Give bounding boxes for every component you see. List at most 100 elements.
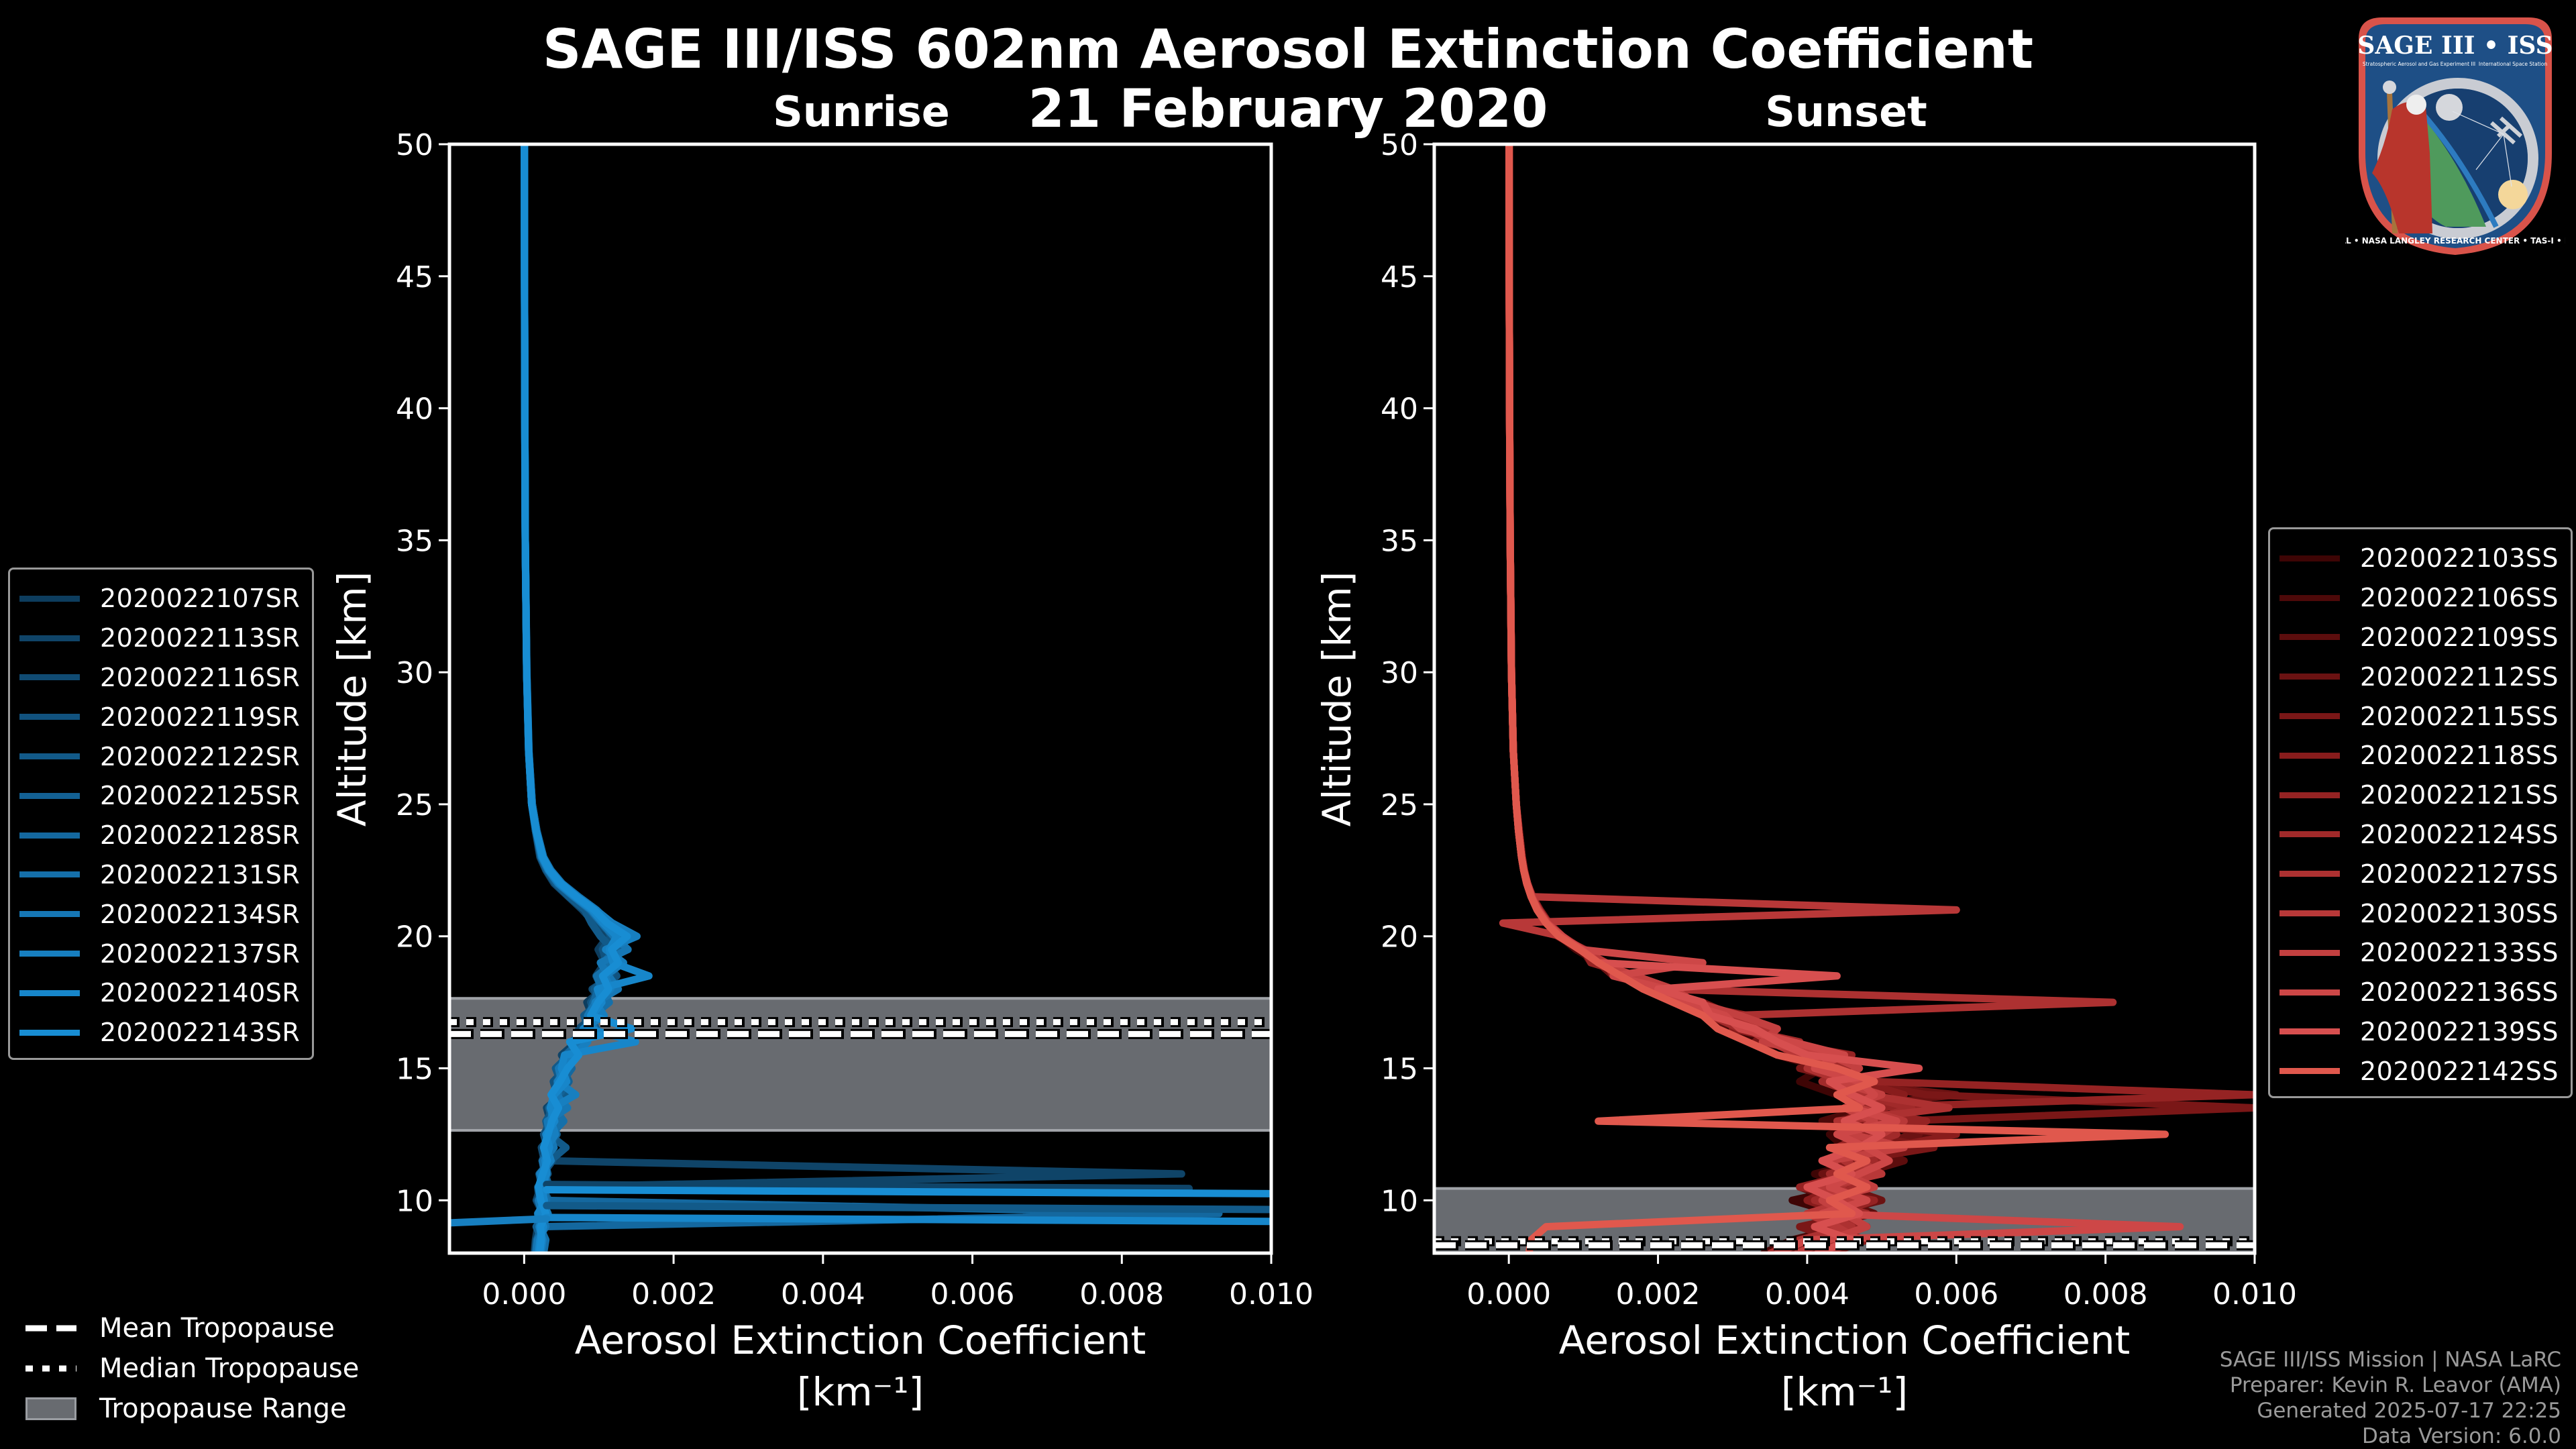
legend-line-swatch [2279, 792, 2340, 798]
legend-label: 2020022119SR [100, 702, 301, 732]
legend-item: 2020022131SR [19, 855, 300, 895]
legend-item: 2020022115SS [2279, 696, 2559, 736]
legend-line-swatch [19, 753, 80, 760]
y-axis-label: Altitude [km] [1314, 572, 1360, 826]
y-axis-label: Altitude [km] [329, 572, 375, 826]
legend-item: 2020022137SR [19, 934, 300, 973]
legend-label: 2020022124SS [2360, 819, 2559, 849]
legend-label: 2020022125SR [100, 781, 301, 811]
legend-label: Mean Tropopause [99, 1313, 335, 1344]
credits-block: SAGE III/ISS Mission | NASA LaRC Prepare… [2220, 1347, 2561, 1449]
dotted-line-icon [25, 1365, 76, 1372]
legend-label: 2020022116SR [100, 662, 301, 692]
profile-spike [543, 1201, 1271, 1214]
x-tick-label: 0.004 [1765, 1277, 1849, 1311]
x-tick-label: 0.008 [2063, 1277, 2148, 1311]
legend-line-swatch [2279, 1068, 2340, 1075]
legend-item: 2020022119SR [19, 697, 300, 737]
legend-line-swatch [2279, 910, 2340, 917]
legend-label: Median Tropopause [99, 1353, 360, 1384]
x-tick-label: 0.002 [631, 1277, 716, 1311]
legend-item: 2020022122SR [19, 737, 300, 776]
credit-mission: SAGE III/ISS Mission | NASA LaRC [2219, 1348, 2561, 1372]
legend-label: 2020022109SS [2360, 622, 2559, 652]
legend-item: 2020022127SS [2279, 854, 2559, 894]
legend-line-swatch [19, 595, 80, 602]
legend-line-swatch [19, 832, 80, 839]
sunset-plot: 0.000 0.002 0.004 0.006 0.008 0.010 10 15 20 25 30… [1314, 128, 2297, 1415]
legend-label: 2020022106SS [2360, 583, 2559, 613]
x-axis-label: Aerosol Extinction Coefficient [1559, 1318, 2131, 1363]
legend-label: 2020022136SS [2360, 977, 2559, 1008]
range-band-icon [25, 1397, 76, 1420]
x-tick-label: 0.006 [1914, 1277, 1998, 1311]
legend-line-swatch [2279, 871, 2340, 877]
legend-line-swatch [19, 714, 80, 720]
y-tick-label: 15 [1381, 1053, 1418, 1087]
axes-frame [447, 142, 1273, 1255]
tropopause-legend: Mean Tropopause Median Tropopause Tropop… [0, 1308, 359, 1429]
sun-icon [2498, 180, 2528, 209]
legend-item: 2020022107SR [19, 579, 300, 619]
credit-generated: Generated 2025-07-17 22:25 [2257, 1399, 2561, 1423]
legend-line-swatch [2279, 752, 2340, 759]
wizard-figure [2372, 101, 2432, 233]
y-tick-label: 10 [1381, 1184, 1418, 1218]
legend-label: 2020022139SS [2360, 1016, 2559, 1046]
legend-label: 2020022140SR [100, 978, 301, 1008]
legend-item-median-tropopause: Median Tropopause [0, 1348, 359, 1389]
y-tick-label: 30 [396, 656, 433, 690]
legend-item: 2020022130SS [2279, 894, 2559, 933]
legend-line-swatch [19, 635, 80, 641]
legend-label: 2020022115SS [2360, 701, 2559, 731]
legend-line-swatch [2279, 555, 2340, 561]
legend-item: 2020022139SS [2279, 1012, 2559, 1052]
legend-label: 2020022103SS [2360, 543, 2559, 574]
x-tick-label: 0.000 [482, 1277, 566, 1311]
profile-line-2020022118SS [1505, 144, 1960, 1253]
logo-ring-text: BALL • NASA LANGLEY RESEARCH CENTER • TA… [2345, 236, 2565, 246]
legend-label: 2020022131SR [100, 859, 301, 890]
y-tick-label: 25 [396, 788, 433, 822]
logo-line2: International Space Station [2479, 61, 2547, 67]
y-tick-label: 15 [396, 1053, 433, 1087]
legend-item: 2020022142SS [2279, 1051, 2559, 1091]
y-tick-label: 35 [396, 524, 433, 558]
legend-label: 2020022121SS [2360, 780, 2559, 810]
legend-line-swatch [2279, 1028, 2340, 1035]
x-axis-units: [km⁻¹] [797, 1369, 924, 1415]
legend-line-swatch [2279, 989, 2340, 996]
panel-title-sunset: Sunset [1765, 87, 1927, 136]
y-tick-label: 40 [1381, 392, 1418, 427]
y-tick-label: 45 [396, 260, 433, 294]
legend-line-swatch [19, 674, 80, 681]
x-tick-label: 0.010 [1229, 1277, 1313, 1311]
legend-item: 2020022118SS [2279, 736, 2559, 775]
y-tick-label: 50 [1381, 128, 1418, 162]
panel-title-sunrise: Sunrise [773, 87, 950, 136]
legend-label: 2020022133SS [2360, 938, 2559, 968]
legend-label: 2020022107SR [100, 584, 301, 614]
logo-title: SAGE III • ISS [2357, 32, 2553, 60]
iss-icon [2490, 116, 2523, 145]
profile-line-2020022143SR [521, 144, 636, 1253]
legend-label: 2020022127SS [2360, 859, 2559, 889]
x-axis-label: Aerosol Extinction Coefficient [575, 1318, 1146, 1363]
legend-line-swatch [2279, 634, 2340, 641]
legend-label: 2020022143SR [100, 1018, 301, 1048]
x-tick-label: 0.010 [2212, 1277, 2297, 1311]
figure-title: SAGE III/ISS 602nm Aerosol Extinction Co… [542, 18, 2034, 80]
legend-label: 2020022130SS [2360, 898, 2559, 928]
y-tick-label: 20 [396, 920, 433, 955]
line-of-sight [2452, 111, 2512, 187]
y-tick-label: 45 [1381, 260, 1418, 294]
axes-frame [1432, 142, 2257, 1255]
legend-line-swatch [2279, 831, 2340, 838]
x-tick-label: 0.002 [1616, 1277, 1701, 1311]
staff-orb [2383, 80, 2396, 94]
legend-item: 2020022134SR [19, 894, 300, 934]
legend-line-swatch [19, 871, 80, 878]
y-tick-label: 30 [1381, 656, 1418, 690]
legend-item: 2020022112SS [2279, 657, 2559, 696]
legend-item: 2020022106SS [2279, 578, 2559, 618]
